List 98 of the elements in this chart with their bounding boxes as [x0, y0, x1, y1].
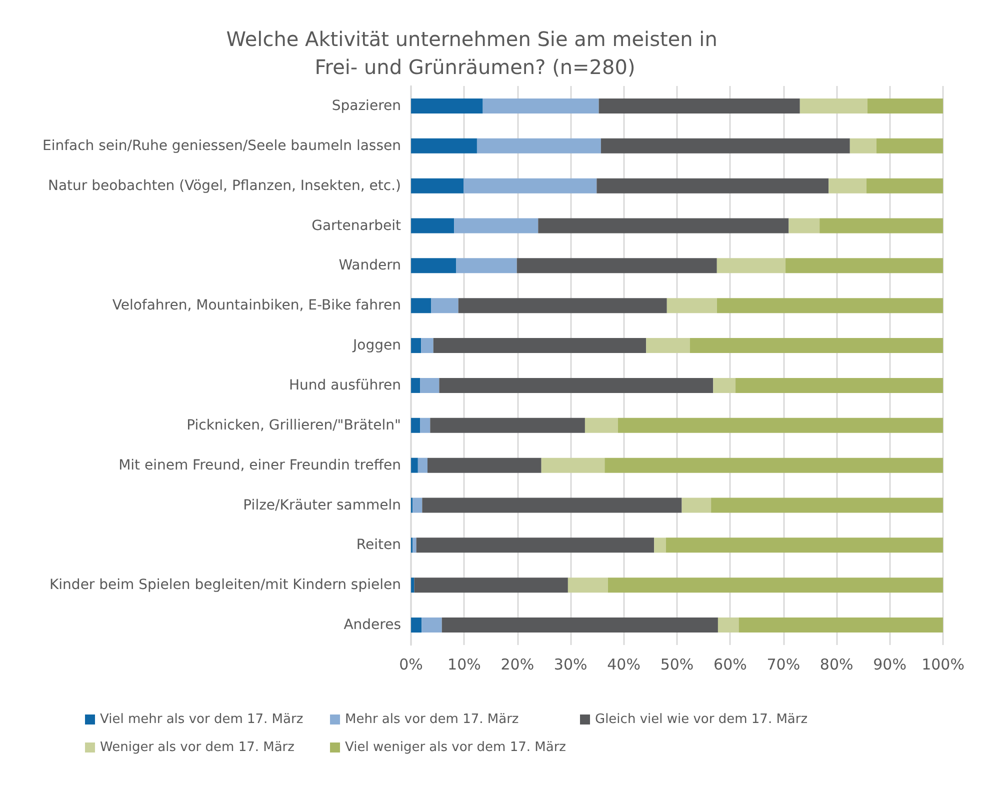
bar — [820, 218, 943, 234]
bar — [420, 418, 430, 433]
bar — [411, 378, 420, 393]
bar — [541, 458, 605, 473]
bar — [666, 298, 717, 314]
bar — [876, 138, 943, 154]
y-tick-label: Pilze/Kräuter sammeln — [243, 497, 401, 514]
bar — [418, 458, 428, 473]
y-tick-label: Anderes — [344, 617, 401, 634]
bar — [600, 138, 850, 154]
bar — [442, 618, 718, 633]
x-tick-label: 90% — [873, 656, 906, 674]
bar — [411, 618, 422, 633]
bar — [431, 298, 458, 314]
x-tick-label: 10% — [448, 656, 481, 674]
bar — [666, 538, 943, 553]
legend-label: Mehr als vor dem 17. März — [345, 712, 519, 727]
legend-label: Viel weniger als vor dem 17. März — [345, 740, 566, 755]
bar — [411, 218, 454, 234]
bar — [604, 458, 943, 473]
bar — [713, 378, 736, 393]
bar — [421, 338, 434, 354]
bar — [538, 218, 789, 234]
bar — [411, 258, 456, 274]
y-tick-label: Mit einem Freund, einer Freundin treffen — [118, 457, 401, 474]
x-tick-label: 20% — [500, 656, 534, 674]
legend-label: Gleich viel wie vor dem 17. März — [595, 712, 808, 727]
bar — [718, 618, 739, 633]
bar — [618, 418, 943, 433]
bar — [458, 298, 667, 314]
bar — [568, 578, 608, 593]
bar — [456, 258, 517, 274]
bar — [608, 578, 943, 593]
x-tick-label: 70% — [766, 656, 800, 674]
bar — [476, 138, 601, 154]
y-tick-label: Spazieren — [332, 98, 401, 114]
x-tick-label: 80% — [820, 656, 854, 674]
x-tick-label: 40% — [607, 656, 640, 674]
bar — [411, 338, 422, 354]
y-tick-label: Velofahren, Mountainbiken, E-Bike fahren — [112, 298, 401, 314]
bar — [850, 138, 876, 154]
chart-title: Welche Aktivität unternehmen Sie am meisten in Frei- und Grünräumen? (n=280) — [226, 27, 724, 79]
bar — [596, 178, 829, 194]
y-tick-label: Einfach sein/Ruhe geniessen/Seele baumeln lassen — [42, 138, 401, 154]
bar — [738, 618, 943, 633]
bar — [866, 178, 943, 194]
bar — [454, 218, 538, 234]
bar — [411, 98, 483, 114]
bar — [598, 98, 800, 114]
y-tick-label: Gartenarbeit — [312, 218, 402, 234]
bar — [736, 378, 943, 393]
y-tick-label: Joggen — [352, 338, 401, 354]
bar — [411, 298, 432, 314]
y-tick-label: Reiten — [356, 537, 401, 554]
bar — [646, 338, 690, 354]
bar — [422, 498, 682, 513]
bar — [786, 258, 943, 274]
bar — [430, 418, 585, 433]
bar — [420, 378, 440, 393]
x-tick-label: 50% — [660, 656, 694, 674]
bar — [464, 178, 597, 194]
bar — [690, 338, 943, 354]
x-tick-label: 100% — [922, 656, 964, 674]
bar — [716, 298, 943, 314]
bar — [412, 498, 422, 513]
bar — [422, 618, 442, 633]
bar — [411, 138, 477, 154]
bar — [427, 458, 542, 473]
legend-label: Weniger als vor dem 17. März — [100, 740, 295, 755]
bar — [584, 418, 618, 433]
bar — [411, 418, 420, 433]
legend-label: Viel mehr als vor dem 17. März — [100, 712, 304, 727]
x-tick-label: 30% — [554, 656, 588, 674]
bar — [654, 538, 666, 553]
y-tick-label: Natur beobachten (Vögel, Pflanzen, Insekten, etc.) — [48, 178, 401, 194]
bar — [682, 498, 712, 513]
bar — [411, 458, 418, 473]
y-tick-label: Picknicken, Grillieren/"Bräteln" — [186, 417, 401, 434]
bar — [411, 578, 414, 593]
bar — [516, 258, 717, 274]
y-tick-label: Hund ausführen — [289, 377, 401, 394]
x-tick-label: 0% — [399, 656, 423, 674]
bar — [800, 98, 868, 114]
x-tick-label: 60% — [714, 656, 747, 674]
y-tick-label: Kinder beim Spielen begleiten/mit Kindern spielen — [49, 577, 401, 594]
bar — [788, 218, 820, 234]
bar — [416, 538, 654, 553]
y-tick-label: Wandern — [338, 258, 401, 274]
bar — [433, 338, 646, 354]
bar — [711, 498, 943, 513]
bar — [482, 98, 599, 114]
bar — [439, 378, 714, 393]
bar — [411, 178, 464, 194]
bar — [828, 178, 866, 194]
bar — [412, 538, 416, 553]
bar — [716, 258, 786, 274]
bar — [414, 578, 568, 593]
bar — [867, 98, 943, 114]
